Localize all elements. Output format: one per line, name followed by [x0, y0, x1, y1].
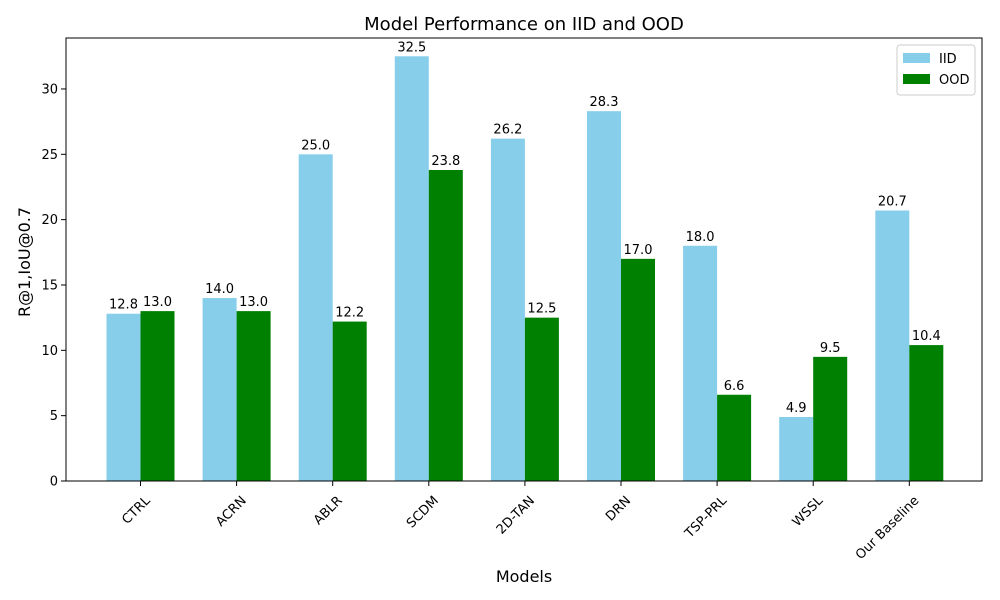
data-label-iid: 20.7	[878, 194, 907, 209]
x-tick-label: ABLR	[311, 493, 346, 528]
y-tick-label: 0	[50, 475, 58, 490]
bar-ood-tsp-prl	[717, 394, 752, 481]
y-tick-label: 10	[41, 344, 58, 359]
bar-iid-acrn	[202, 298, 237, 481]
bar-ood-2d-tan	[524, 317, 559, 481]
bar-ood-drn	[621, 258, 655, 481]
data-label-ood: 6.6	[724, 379, 745, 394]
x-tick-label: WSSL	[790, 493, 827, 530]
data-label-iid: 14.0	[205, 282, 234, 297]
y-tick-label: 20	[41, 213, 58, 228]
data-label-ood: 12.2	[335, 306, 364, 321]
data-label-ood: 23.8	[431, 154, 460, 169]
legend: IID OOD	[896, 44, 976, 96]
bar-ood-scdm	[428, 169, 463, 482]
y-tick-label: 15	[41, 278, 58, 293]
bar-iid-ablr	[298, 154, 333, 481]
bar-iid-tsp-prl	[683, 245, 718, 481]
data-label-ood: 13.0	[143, 295, 172, 310]
legend-swatch-ood	[903, 74, 930, 84]
x-tick-label: ACRN	[213, 493, 249, 529]
chart-title: Model Performance on IID and OOD	[364, 14, 684, 35]
x-tick-label: SCDM	[404, 493, 442, 531]
bar-ood-wssl	[813, 356, 848, 481]
y-tick-label: 5	[50, 409, 58, 424]
y-tick-label: 30	[41, 82, 58, 97]
data-label-iid: 4.9	[786, 401, 807, 416]
y-tick-label: 25	[41, 148, 58, 163]
data-label-iid: 28.3	[590, 95, 619, 110]
data-label-ood: 9.5	[820, 341, 841, 356]
legend-swatch-iid	[903, 53, 930, 63]
x-tick-label: 2D-TAN	[494, 493, 538, 537]
x-tick-label: CTRL	[119, 493, 154, 528]
data-label-iid: 32.5	[397, 40, 426, 55]
data-label-iid: 25.0	[301, 138, 330, 153]
bar-ood-ablr	[332, 321, 367, 481]
data-label-iid: 12.8	[109, 298, 138, 313]
x-tick-label: Our Baseline	[853, 493, 922, 562]
data-label-ood: 10.4	[912, 329, 941, 344]
plot-frame	[65, 37, 983, 482]
bar-iid-2d-tan	[490, 138, 525, 481]
data-label-ood: 17.0	[624, 243, 653, 258]
bar-iid-our-baseline	[875, 210, 910, 481]
bar-ood-acrn	[236, 311, 271, 481]
data-label-iid: 18.0	[686, 230, 715, 245]
x-tick-label: TSP-PRL	[682, 493, 731, 542]
y-axis-title: R@1,IoU@0.7	[15, 207, 34, 317]
bar-iid-ctrl	[106, 313, 141, 481]
legend-label-iid: IID	[939, 52, 957, 67]
x-axis-title: Models	[496, 567, 552, 586]
bar-iid-drn	[587, 111, 621, 482]
data-label-ood: 13.0	[239, 295, 268, 310]
bar-ood-our-baseline	[909, 345, 944, 481]
bar-ood-ctrl	[140, 311, 175, 481]
data-label-ood: 12.5	[527, 302, 556, 317]
plot-area: 12.8 13.0 CTRL 14.0 13.0 ACRN 25.0 12.2 ABLR 32.5…	[41, 37, 983, 563]
bar-iid-scdm	[394, 56, 429, 482]
data-label-iid: 26.2	[493, 123, 522, 138]
x-tick-label: DRN	[603, 493, 634, 524]
legend-label-ood: OOD	[939, 73, 969, 88]
bar-iid-wssl	[779, 416, 814, 481]
